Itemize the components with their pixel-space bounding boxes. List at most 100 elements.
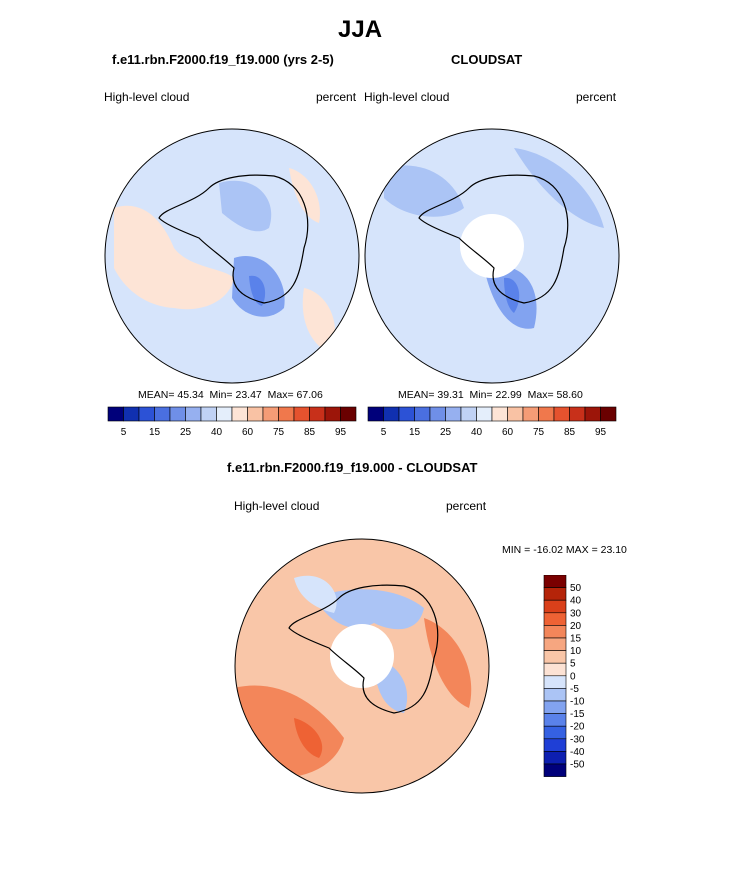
map-model-low-cloud-core — [249, 275, 266, 306]
map-cloudsat-missing-data-pole — [460, 214, 524, 278]
colorbar-difference-tick-label: -20 — [570, 722, 585, 733]
colorbar-model-color-swatch — [293, 406, 310, 422]
colorbar-cloudsat-tick-label: 40 — [471, 427, 483, 437]
colorbar-difference-tick-label: -15 — [570, 709, 585, 720]
colorbar-cloudsat-color-swatch — [507, 406, 524, 422]
colorbar-difference-color-swatch — [543, 587, 567, 601]
colorbar-difference-tick-label: -50 — [570, 760, 585, 771]
colorbar-cloudsat-tick-label: 75 — [533, 427, 545, 437]
colorbar-difference-tick-label: 30 — [570, 608, 582, 619]
colorbar-cloudsat-tick-label: 85 — [564, 427, 576, 437]
panel1-units-label: percent — [316, 90, 357, 104]
map-cloudsat — [364, 128, 620, 384]
colorbar-difference-color-swatch — [543, 612, 567, 626]
colorbar-difference-color-swatch — [543, 738, 567, 752]
panel1-max-label: Max= — [267, 389, 294, 401]
colorbar-difference-tick-label: -30 — [570, 734, 585, 745]
colorbar-difference-color-swatch — [543, 675, 567, 689]
colorbar-cloudsat-color-swatch — [600, 406, 617, 422]
map-model — [104, 128, 360, 384]
colorbar-cloudsat-tick-label: 60 — [502, 427, 514, 437]
colorbar-difference-tick-label: 40 — [570, 596, 582, 607]
colorbar-cloudsat-color-swatch — [460, 406, 477, 422]
panel2-variable-label: High-level cloud — [364, 90, 450, 104]
colorbar-difference-tick-label: 10 — [570, 646, 582, 657]
panel2-mean-label: MEAN= — [398, 389, 435, 401]
colorbar-cloudsat-tick-label: 15 — [409, 427, 421, 437]
colorbar-cloudsat-color-swatch — [491, 406, 508, 422]
colorbar-model-color-swatch — [262, 406, 279, 422]
colorbar-model-color-swatch — [231, 406, 248, 422]
colorbar-difference-tick-label: 0 — [570, 671, 576, 682]
colorbar-cloudsat-tick-label: 95 — [595, 427, 607, 437]
colorbar-model-color-swatch — [324, 406, 341, 422]
colorbar-cloudsat-tick-label: 5 — [381, 427, 387, 437]
colorbar-difference-color-swatch — [543, 599, 567, 614]
colorbar-model-color-swatch — [200, 406, 217, 422]
colorbar-cloudsat-tick-label: 25 — [440, 427, 452, 437]
colorbar-cloudsat-color-swatch — [429, 406, 446, 422]
colorbar-model-color-swatch — [138, 406, 155, 422]
panel3-units-label: percent — [446, 499, 487, 513]
map-cloudsat-low-cloud-region-2 — [514, 148, 604, 228]
map-difference-missing-data-pole — [330, 624, 394, 688]
map-difference-border — [234, 538, 490, 794]
colorbar-cloudsat-color-swatch — [522, 406, 539, 422]
colorbar-model-color-swatch — [247, 406, 264, 422]
colorbar-difference-tick-label: 15 — [570, 634, 582, 645]
panel1-stats: MEAN= 45.34 Min= 23.47 Max= 67.06 — [138, 389, 323, 401]
colorbar-model-tick-label: 15 — [149, 427, 161, 437]
map-difference — [234, 538, 490, 794]
colorbar-model-tick-label: 25 — [180, 427, 192, 437]
panel3-minmax: MIN = -16.02 MAX = 23.10 — [502, 544, 627, 556]
panel2-units-label: percent — [576, 90, 617, 104]
colorbar-model-tick-label: 85 — [304, 427, 316, 437]
colorbar-cloudsat-color-swatch — [569, 406, 586, 422]
map-model-positive-anomaly-region-2 — [289, 168, 320, 223]
colorbar-difference-color-swatch — [543, 650, 567, 664]
colorbar-difference-color-swatch — [543, 575, 567, 588]
panel1-min-label: Min= — [209, 389, 233, 401]
colorbar-difference-color-swatch — [543, 625, 567, 639]
colorbar-difference-color-swatch — [543, 637, 567, 651]
map-model-positive-anomaly-region — [114, 205, 234, 310]
colorbar-difference-color-swatch — [543, 662, 567, 677]
map-difference-near-zero-region — [294, 575, 337, 613]
colorbar-cloudsat-color-swatch — [553, 406, 570, 422]
colorbar-cloudsat: 5 15 25 40 60 75 85 95 — [367, 406, 617, 437]
colorbar-model-tick-label: 95 — [335, 427, 347, 437]
colorbar-cloudsat-color-swatch — [414, 406, 431, 422]
panel1-variable-label: High-level cloud — [104, 90, 190, 104]
map-difference-positive-core — [294, 718, 323, 758]
panel2-mean-value: 39.31 — [437, 389, 464, 401]
panel2-stats: MEAN= 39.31 Min= 22.99 Max= 58.60 — [398, 389, 583, 401]
map-model-positive-anomaly-region-3 — [302, 288, 335, 353]
colorbar-difference-tick-label: 20 — [570, 621, 582, 632]
panel2-min-value: 22.99 — [495, 389, 522, 401]
colorbar-model-color-swatch — [154, 406, 171, 422]
page-title: JJA — [338, 16, 383, 43]
colorbar-difference-tick-label: -40 — [570, 747, 585, 758]
colorbar-difference-color-swatch — [543, 725, 567, 740]
map-difference-antarctica-coastline — [288, 584, 439, 714]
panel1-mean-label: MEAN= — [138, 389, 175, 401]
colorbar-difference-tick-label: -5 — [570, 684, 579, 695]
panel2-title: CLOUDSAT — [451, 52, 523, 67]
colorbar-difference-color-swatch — [543, 700, 567, 714]
map-difference-positive-region-2 — [424, 618, 472, 708]
colorbar-model-color-swatch — [216, 406, 233, 422]
colorbar-model-color-swatch — [169, 406, 186, 422]
colorbar-model-tick-label: 75 — [273, 427, 285, 437]
colorbar-model-color-swatch — [340, 406, 357, 422]
panel1-max-value: 67.06 — [296, 389, 323, 401]
panel2-min-label: Min= — [469, 389, 493, 401]
colorbar-model: 5 15 25 40 60 75 85 95 — [107, 406, 357, 437]
map-cloudsat-border — [364, 128, 620, 384]
colorbar-difference-color-swatch — [543, 763, 567, 777]
colorbar-difference-color-swatch — [543, 688, 567, 702]
colorbar-model-color-swatch — [278, 406, 295, 422]
panel2-max-label: Max= — [527, 389, 554, 401]
colorbar-cloudsat-color-swatch — [367, 406, 384, 422]
map-cloudsat-antarctica-coastline — [418, 174, 569, 304]
